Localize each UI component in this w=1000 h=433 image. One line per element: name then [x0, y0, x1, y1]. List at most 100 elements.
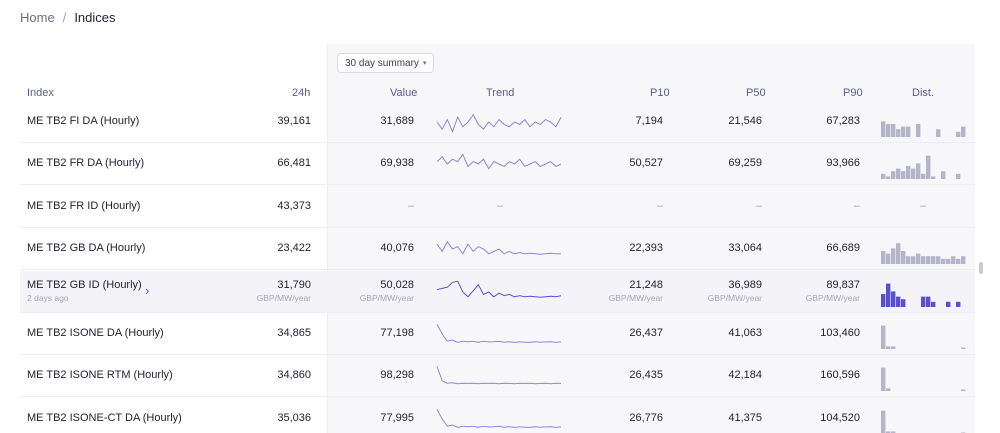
trend-line — [436, 113, 562, 133]
table-row[interactable]: ME TB2 FR DA (Hourly) 66,481 69,938 50,527 6… — [20, 143, 975, 186]
dist-bar — [921, 256, 926, 265]
dist-bar — [926, 296, 931, 307]
dist-bar — [901, 126, 906, 137]
cell-24h: 34,865 — [277, 327, 311, 339]
col-24h[interactable]: 24h — [292, 87, 311, 99]
cell-p10: 22,393 — [629, 242, 663, 255]
dist-bar — [931, 301, 936, 307]
dist-bar — [886, 283, 891, 307]
table-header: Index 24h Value Trend P10 P50 P90 Dist. — [20, 84, 975, 104]
trend-sparkline — [436, 324, 562, 343]
breadcrumb-home-link[interactable]: Home — [20, 10, 55, 25]
index-name[interactable]: ME TB2 GB DA (Hourly) — [27, 242, 146, 255]
table-row[interactable]: ME TB2 FR ID (Hourly) 43,373 – – – – – – — [20, 186, 975, 228]
dist-bar — [881, 367, 886, 392]
chevron-down-icon: ▾ — [422, 60, 427, 67]
dist-bar — [896, 168, 901, 180]
dist-bar — [946, 258, 951, 265]
table-row[interactable]: ME TB2 ISONE DA (Hourly) 34,865 77,198 26,4… — [20, 313, 975, 355]
dist-bar — [911, 256, 916, 265]
index-name[interactable]: ME TB2 ISONE-CT DA (Hourly) — [27, 411, 182, 424]
chevron-right-icon[interactable]: › — [145, 282, 150, 298]
col-index[interactable]: Index — [27, 87, 54, 99]
index-name[interactable]: ME TB2 FR ID (Hourly) — [27, 199, 141, 212]
cell-p10: 7,194 — [635, 115, 663, 127]
cell-p90: 67,283 — [826, 115, 860, 127]
dist-bar — [956, 258, 961, 265]
dist-bar — [891, 290, 896, 307]
index-name[interactable]: ME TB2 GB ID (Hourly) — [27, 278, 142, 291]
trend-sparkline — [436, 408, 562, 428]
table-row[interactable]: ME TB2 ISONE-CT DA (Hourly) 35,036 77,995 2… — [20, 398, 975, 433]
summary-period-label: 30 day summary — [345, 57, 419, 69]
trend-empty: – — [497, 199, 504, 212]
dist-bar — [936, 256, 941, 265]
dist-bar — [911, 168, 916, 180]
cell-value: – — [407, 199, 414, 212]
breadcrumb-separator: / — [62, 10, 67, 25]
col-value[interactable]: Value — [390, 87, 418, 99]
col-trend: Trend — [486, 87, 515, 99]
table-row[interactable]: ME TB2 GB ID (Hourly) 2 days ago › 31,790 50… — [20, 270, 975, 313]
table-row[interactable]: ME TB2 ISONE RTM (Hourly) 34,860 98,298 26,… — [20, 355, 975, 398]
unit-p50: GBP/MW/year — [707, 292, 762, 303]
dist-bar — [916, 253, 921, 265]
dist-bar — [886, 388, 891, 392]
distribution-histogram — [881, 121, 966, 137]
cell-value: 31,689 — [380, 115, 414, 127]
cell-24h: 31,790 — [277, 278, 311, 291]
trend-sparkline — [436, 153, 562, 171]
index-name[interactable]: ME TB2 ISONE RTM (Hourly) — [27, 369, 173, 382]
col-p50[interactable]: P50 — [746, 87, 766, 99]
cell-p50: 41,063 — [728, 327, 762, 339]
cell-p90: 93,966 — [826, 157, 860, 170]
cell-value: 77,198 — [380, 327, 414, 339]
col-p90[interactable]: P90 — [843, 87, 863, 99]
cell-p50: 33,064 — [728, 242, 762, 255]
cell-p90: 104,520 — [820, 411, 860, 424]
index-name[interactable]: ME TB2 FI DA (Hourly) — [27, 115, 140, 127]
distribution-histogram — [881, 155, 961, 180]
distribution-histogram — [881, 410, 966, 433]
table-row[interactable]: ME TB2 GB DA (Hourly) 23,422 40,076 22,393 3… — [20, 228, 975, 271]
cell-p50: – — [755, 199, 762, 212]
dist-bar — [906, 256, 911, 265]
unit-24h: GBP/MW/year — [256, 292, 311, 303]
breadcrumb: Home / Indices — [20, 10, 116, 25]
trend-line — [436, 324, 562, 343]
dist-bar — [951, 256, 956, 265]
trend-line — [436, 366, 562, 385]
distribution-histogram — [881, 367, 966, 392]
cell-24h: 66,481 — [277, 157, 311, 170]
cell-value: 40,076 — [380, 242, 414, 255]
dist-bar — [906, 126, 911, 137]
scrollbar-thumb[interactable] — [979, 262, 983, 274]
cell-24h: 43,373 — [277, 199, 311, 212]
cell-value: 69,938 — [380, 157, 414, 170]
cell-value: 50,028 — [380, 278, 414, 291]
dist-bar — [886, 431, 891, 433]
cell-p90: 66,689 — [826, 242, 860, 255]
summary-panel — [327, 44, 975, 433]
index-name[interactable]: ME TB2 ISONE DA (Hourly) — [27, 327, 164, 339]
dist-bar — [946, 301, 951, 307]
index-name[interactable]: ME TB2 FR DA (Hourly) — [27, 157, 145, 170]
dist-bar — [881, 325, 886, 349]
distribution-histogram — [881, 243, 966, 265]
cell-p50: 41,375 — [728, 411, 762, 424]
dist-bar — [886, 253, 891, 265]
summary-period-select[interactable]: 30 day summary ▾ — [337, 53, 435, 73]
dist-bar — [956, 301, 961, 307]
cell-24h: 23,422 — [277, 242, 311, 255]
trend-sparkline — [436, 113, 562, 133]
cell-p90: 89,837 — [826, 278, 860, 291]
cell-p10: 26,776 — [629, 411, 663, 424]
dist-bar — [956, 131, 961, 137]
cell-p50: 21,546 — [728, 115, 762, 127]
dist-bar — [891, 431, 896, 433]
cell-p90: – — [853, 199, 860, 212]
cell-p10: 21,248 — [629, 278, 663, 291]
table-row[interactable]: ME TB2 FI DA (Hourly) 39,161 31,689 7,194 21… — [20, 101, 975, 143]
col-p10[interactable]: P10 — [650, 87, 670, 99]
dist-bar — [926, 256, 931, 265]
